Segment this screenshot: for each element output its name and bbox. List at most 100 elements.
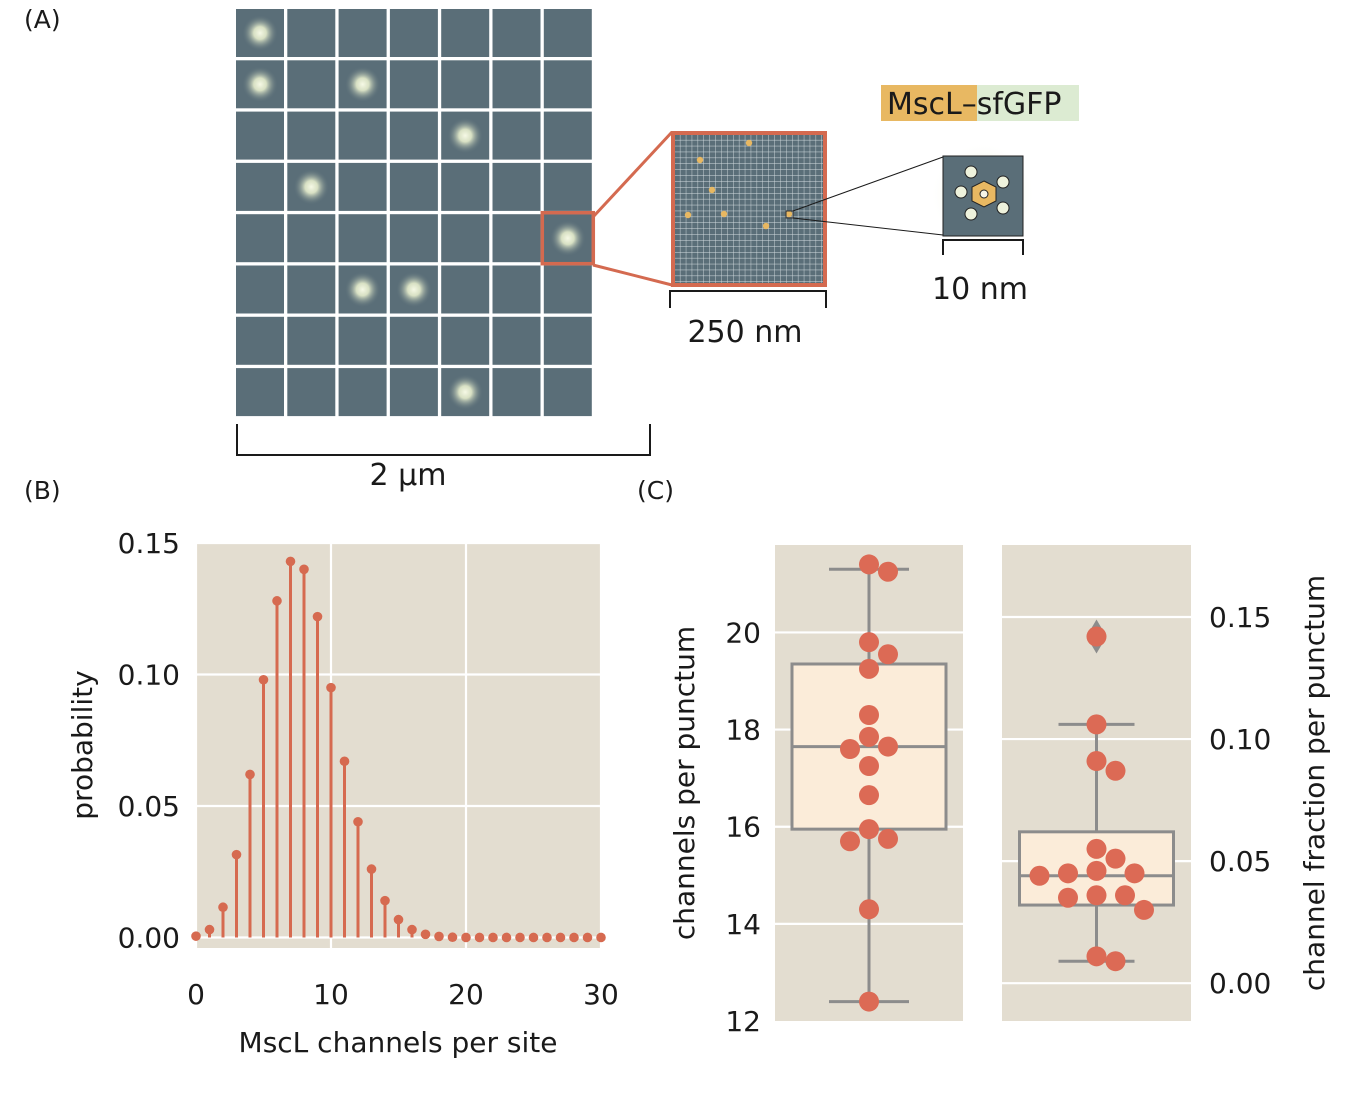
- membrane-cell: [236, 111, 284, 160]
- membrane-cell: [389, 214, 438, 263]
- sfgfp-text: sfGFP: [977, 87, 1062, 122]
- x-tick-label: 10: [313, 978, 349, 1011]
- mscl-text: MscL: [887, 87, 962, 122]
- y-tick-label: 14: [725, 908, 761, 941]
- membrane-cell: [389, 9, 438, 57]
- membrane-cell: [236, 162, 284, 211]
- channel-dots: [684, 139, 793, 230]
- mscl-channel-icon: [954, 165, 1010, 221]
- channel-highlight-box: [785, 210, 794, 219]
- scale-bar-10nm: [942, 239, 1024, 255]
- membrane-cell: [492, 60, 541, 109]
- membrane-cell: [492, 214, 541, 263]
- punctum: [549, 220, 586, 257]
- data-point: [859, 705, 879, 725]
- stem-marker: [285, 556, 296, 567]
- membrane-cell: [338, 162, 387, 211]
- stem-marker: [420, 929, 431, 940]
- data-point: [1124, 863, 1145, 884]
- mscl-label-bg: [881, 85, 977, 121]
- membrane-cell: [236, 316, 284, 365]
- data-point: [1058, 887, 1078, 908]
- stem-marker: [447, 932, 458, 943]
- x-tick-label: 30: [583, 978, 619, 1011]
- punctum: [242, 66, 278, 103]
- y-tick-label: 20: [725, 616, 761, 649]
- x-axis-label: MscL channels per site: [239, 1026, 558, 1059]
- panel-label-c: (C): [637, 476, 674, 505]
- stem-marker: [299, 564, 309, 575]
- membrane-cell: [287, 111, 336, 160]
- stem-marker: [393, 914, 404, 925]
- membrane-cell: [287, 214, 336, 263]
- data-point: [859, 632, 879, 653]
- punctum: [447, 117, 484, 154]
- punctum: [395, 271, 432, 308]
- membrane-cell: [492, 9, 541, 57]
- data-point: [859, 899, 879, 920]
- data-point: [859, 785, 879, 806]
- membrane-cell: [287, 316, 336, 365]
- data-point: [840, 831, 860, 852]
- data-point: [859, 756, 879, 776]
- separator-text: –: [962, 87, 977, 122]
- punctum: [293, 168, 330, 205]
- closeup-line-bottom: [792, 217, 944, 236]
- membrane-grid: [236, 9, 596, 417]
- membrane-cell: [287, 60, 336, 109]
- chart-b-stem-plot: 0 10 20 30 0.00 0.05 0.10 0.15 MscL channels per…: [66, 527, 619, 1059]
- membrane-cell: [338, 9, 387, 57]
- membrane-cell: [389, 162, 438, 211]
- y-tick-label: 18: [725, 714, 761, 747]
- data-point: [1105, 951, 1126, 972]
- membrane-cell: [492, 368, 541, 417]
- y-tick-label: 0.10: [118, 658, 180, 691]
- zoom-line-bottom: [592, 263, 673, 287]
- stem-marker: [326, 682, 336, 693]
- stem-marker: [191, 931, 201, 941]
- stem-marker: [312, 611, 323, 622]
- membrane-cell: [441, 162, 490, 211]
- membrane-cell: [543, 111, 592, 160]
- punctum: [242, 15, 278, 51]
- data-point: [1134, 899, 1154, 920]
- stem-marker: [218, 902, 228, 913]
- zoom-frame: [671, 131, 827, 287]
- scale-label-250nm: 250 nm: [687, 315, 802, 350]
- data-point: [1105, 760, 1126, 781]
- punctum: [344, 271, 381, 308]
- y-tick-label: 0.00: [1209, 967, 1271, 1000]
- scale-bar-250nm: [669, 290, 827, 308]
- stem-marker: [272, 596, 282, 606]
- membrane-cell: [389, 368, 438, 417]
- stem-marker: [515, 932, 525, 943]
- protein-label: MscL–sfGFP: [887, 87, 1062, 122]
- scale-label-10nm: 10 nm: [932, 272, 1028, 307]
- membrane-cell: [236, 265, 284, 314]
- membrane-cell: [492, 265, 541, 314]
- data-point: [1086, 860, 1107, 881]
- data-point: [859, 658, 879, 679]
- membrane-cell: [389, 111, 438, 160]
- data-point: [1086, 838, 1107, 859]
- membrane-cell: [441, 316, 490, 365]
- membrane-cell: [543, 316, 592, 365]
- data-point: [840, 739, 860, 759]
- stem-marker: [501, 932, 512, 943]
- membrane-cell: [338, 214, 387, 263]
- y-tick-label: 16: [725, 811, 761, 844]
- zoom-line-top: [591, 130, 674, 219]
- sfgfp-label-bg: [977, 85, 1079, 121]
- chart-c-fraction-boxplot: 0.00 0.05 0.10 0.15 channel fraction per pun…: [1002, 545, 1331, 1021]
- data-point: [1105, 848, 1126, 869]
- punctum: [447, 374, 484, 411]
- stem-marker: [339, 756, 350, 767]
- membrane-cell: [389, 60, 438, 109]
- data-point: [1086, 626, 1107, 647]
- x-tick-label: 0: [187, 978, 205, 1011]
- membrane-cell: [338, 368, 387, 417]
- stem-marker: [258, 674, 269, 685]
- data-point: [859, 819, 879, 840]
- zoomed-membrane-mesh: [674, 134, 824, 284]
